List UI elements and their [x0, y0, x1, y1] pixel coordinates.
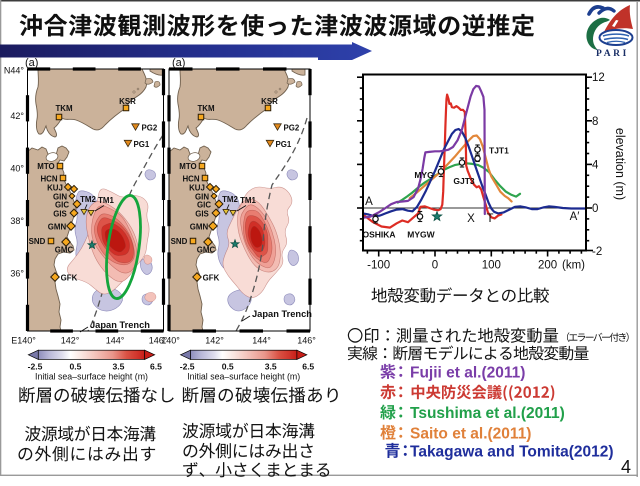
svg-text:0: 0 — [432, 260, 438, 272]
svg-text:4: 4 — [592, 159, 599, 171]
svg-text:PG2: PG2 — [142, 124, 158, 133]
svg-text:-2.5: -2.5 — [180, 362, 195, 372]
svg-text:42°: 42° — [10, 111, 24, 121]
svg-text:PG1: PG1 — [134, 140, 150, 149]
svg-text:200: 200 — [538, 260, 557, 272]
svg-text:(km): (km) — [562, 260, 585, 272]
svg-text:SND: SND — [29, 237, 46, 246]
svg-text:Saito et al.(2011): Saito et al.(2011) — [410, 425, 531, 442]
svg-text:TM1: TM1 — [240, 196, 256, 205]
svg-text:GMN: GMN — [48, 223, 67, 232]
svg-text:TKM: TKM — [197, 104, 215, 113]
svg-text:Initial sea–surface height (m): Initial sea–surface height (m) — [187, 372, 300, 382]
svg-text:MYGW: MYGW — [407, 230, 435, 240]
svg-text:GFK: GFK — [203, 274, 220, 283]
svg-text:4: 4 — [621, 457, 631, 477]
svg-text:TJT1: TJT1 — [489, 146, 509, 156]
svg-text:38°: 38° — [10, 216, 24, 226]
svg-text:140°: 140° — [161, 336, 180, 346]
svg-text:MYG: MYG — [414, 170, 434, 180]
svg-text:146°: 146° — [149, 336, 168, 346]
svg-text:-100: -100 — [367, 260, 390, 272]
svg-text:8: 8 — [592, 116, 598, 128]
svg-text:-2: -2 — [592, 246, 602, 258]
svg-text:KUJ: KUJ — [189, 184, 205, 193]
svg-text:A′: A′ — [570, 211, 580, 223]
svg-text:6.5: 6.5 — [150, 362, 162, 372]
svg-text:Fujii et al.(2011): Fujii et al.(2011) — [410, 365, 525, 382]
svg-text:100: 100 — [482, 260, 501, 272]
svg-text:146°: 146° — [297, 336, 316, 346]
svg-text:HCN: HCN — [40, 175, 57, 184]
svg-text:T: T — [486, 213, 493, 225]
svg-text:N44°: N44° — [4, 66, 25, 76]
svg-text:GFK: GFK — [61, 274, 78, 283]
svg-text:KSR: KSR — [261, 97, 278, 106]
svg-text:(a): (a) — [172, 57, 185, 69]
svg-text:PG1: PG1 — [276, 140, 292, 149]
svg-text:-2.5: -2.5 — [28, 362, 43, 372]
svg-text:144°: 144° — [106, 336, 125, 346]
svg-text:TKM: TKM — [55, 104, 73, 113]
svg-text:0.5: 0.5 — [70, 362, 82, 372]
svg-text:142°: 142° — [61, 336, 80, 346]
svg-text:GMC: GMC — [197, 246, 216, 255]
svg-text:MTO: MTO — [37, 162, 54, 171]
svg-text:Japan Trench: Japan Trench — [252, 309, 312, 319]
svg-text:3.5: 3.5 — [265, 362, 277, 372]
svg-text:0: 0 — [592, 203, 598, 215]
svg-text:12: 12 — [592, 72, 605, 84]
svg-text:144°: 144° — [252, 336, 271, 346]
svg-text:X: X — [467, 213, 475, 225]
svg-text:3.5: 3.5 — [113, 362, 125, 372]
svg-text:KSR: KSR — [119, 97, 136, 106]
svg-text:GJT3: GJT3 — [453, 176, 475, 186]
svg-text:SND: SND — [171, 237, 188, 246]
svg-text:Initial sea–surface height (m): Initial sea–surface height (m) — [35, 372, 148, 382]
svg-text:Takagawa and Tomita(2012): Takagawa and Tomita(2012) — [410, 444, 614, 461]
svg-text:TM1: TM1 — [98, 196, 114, 205]
svg-text:Japan Trench: Japan Trench — [90, 320, 150, 330]
svg-text:A: A — [365, 196, 373, 208]
svg-text:(a): (a) — [25, 57, 38, 69]
svg-text:PG2: PG2 — [284, 124, 300, 133]
svg-text:40°: 40° — [10, 164, 24, 174]
svg-text:GIN: GIN — [53, 193, 67, 202]
svg-text:6.5: 6.5 — [302, 362, 314, 372]
svg-text:TM2: TM2 — [222, 195, 238, 204]
svg-text:142°: 142° — [205, 336, 224, 346]
svg-text:36°: 36° — [10, 269, 24, 279]
svg-text:OSHIKA: OSHIKA — [362, 230, 395, 240]
svg-text:PARI: PARI — [596, 49, 629, 59]
svg-text:KUJ: KUJ — [47, 184, 63, 193]
svg-text:HCN: HCN — [182, 175, 199, 184]
svg-text:GIC: GIC — [55, 201, 69, 210]
svg-text:Tsushima et al.(2011): Tsushima et al.(2011) — [410, 405, 565, 422]
svg-text:GIN: GIN — [195, 193, 209, 202]
svg-text:TM2: TM2 — [80, 195, 96, 204]
svg-text:MTO: MTO — [179, 162, 196, 171]
svg-text:GMC: GMC — [55, 246, 74, 255]
svg-text:E140°: E140° — [11, 336, 36, 346]
svg-text:GIS: GIS — [53, 210, 67, 219]
svg-text:0.5: 0.5 — [222, 362, 234, 372]
svg-text:GMN: GMN — [190, 223, 209, 232]
svg-text:elevation (m): elevation (m) — [613, 128, 627, 200]
svg-text:GIC: GIC — [197, 201, 211, 210]
svg-text:GIS: GIS — [195, 210, 209, 219]
